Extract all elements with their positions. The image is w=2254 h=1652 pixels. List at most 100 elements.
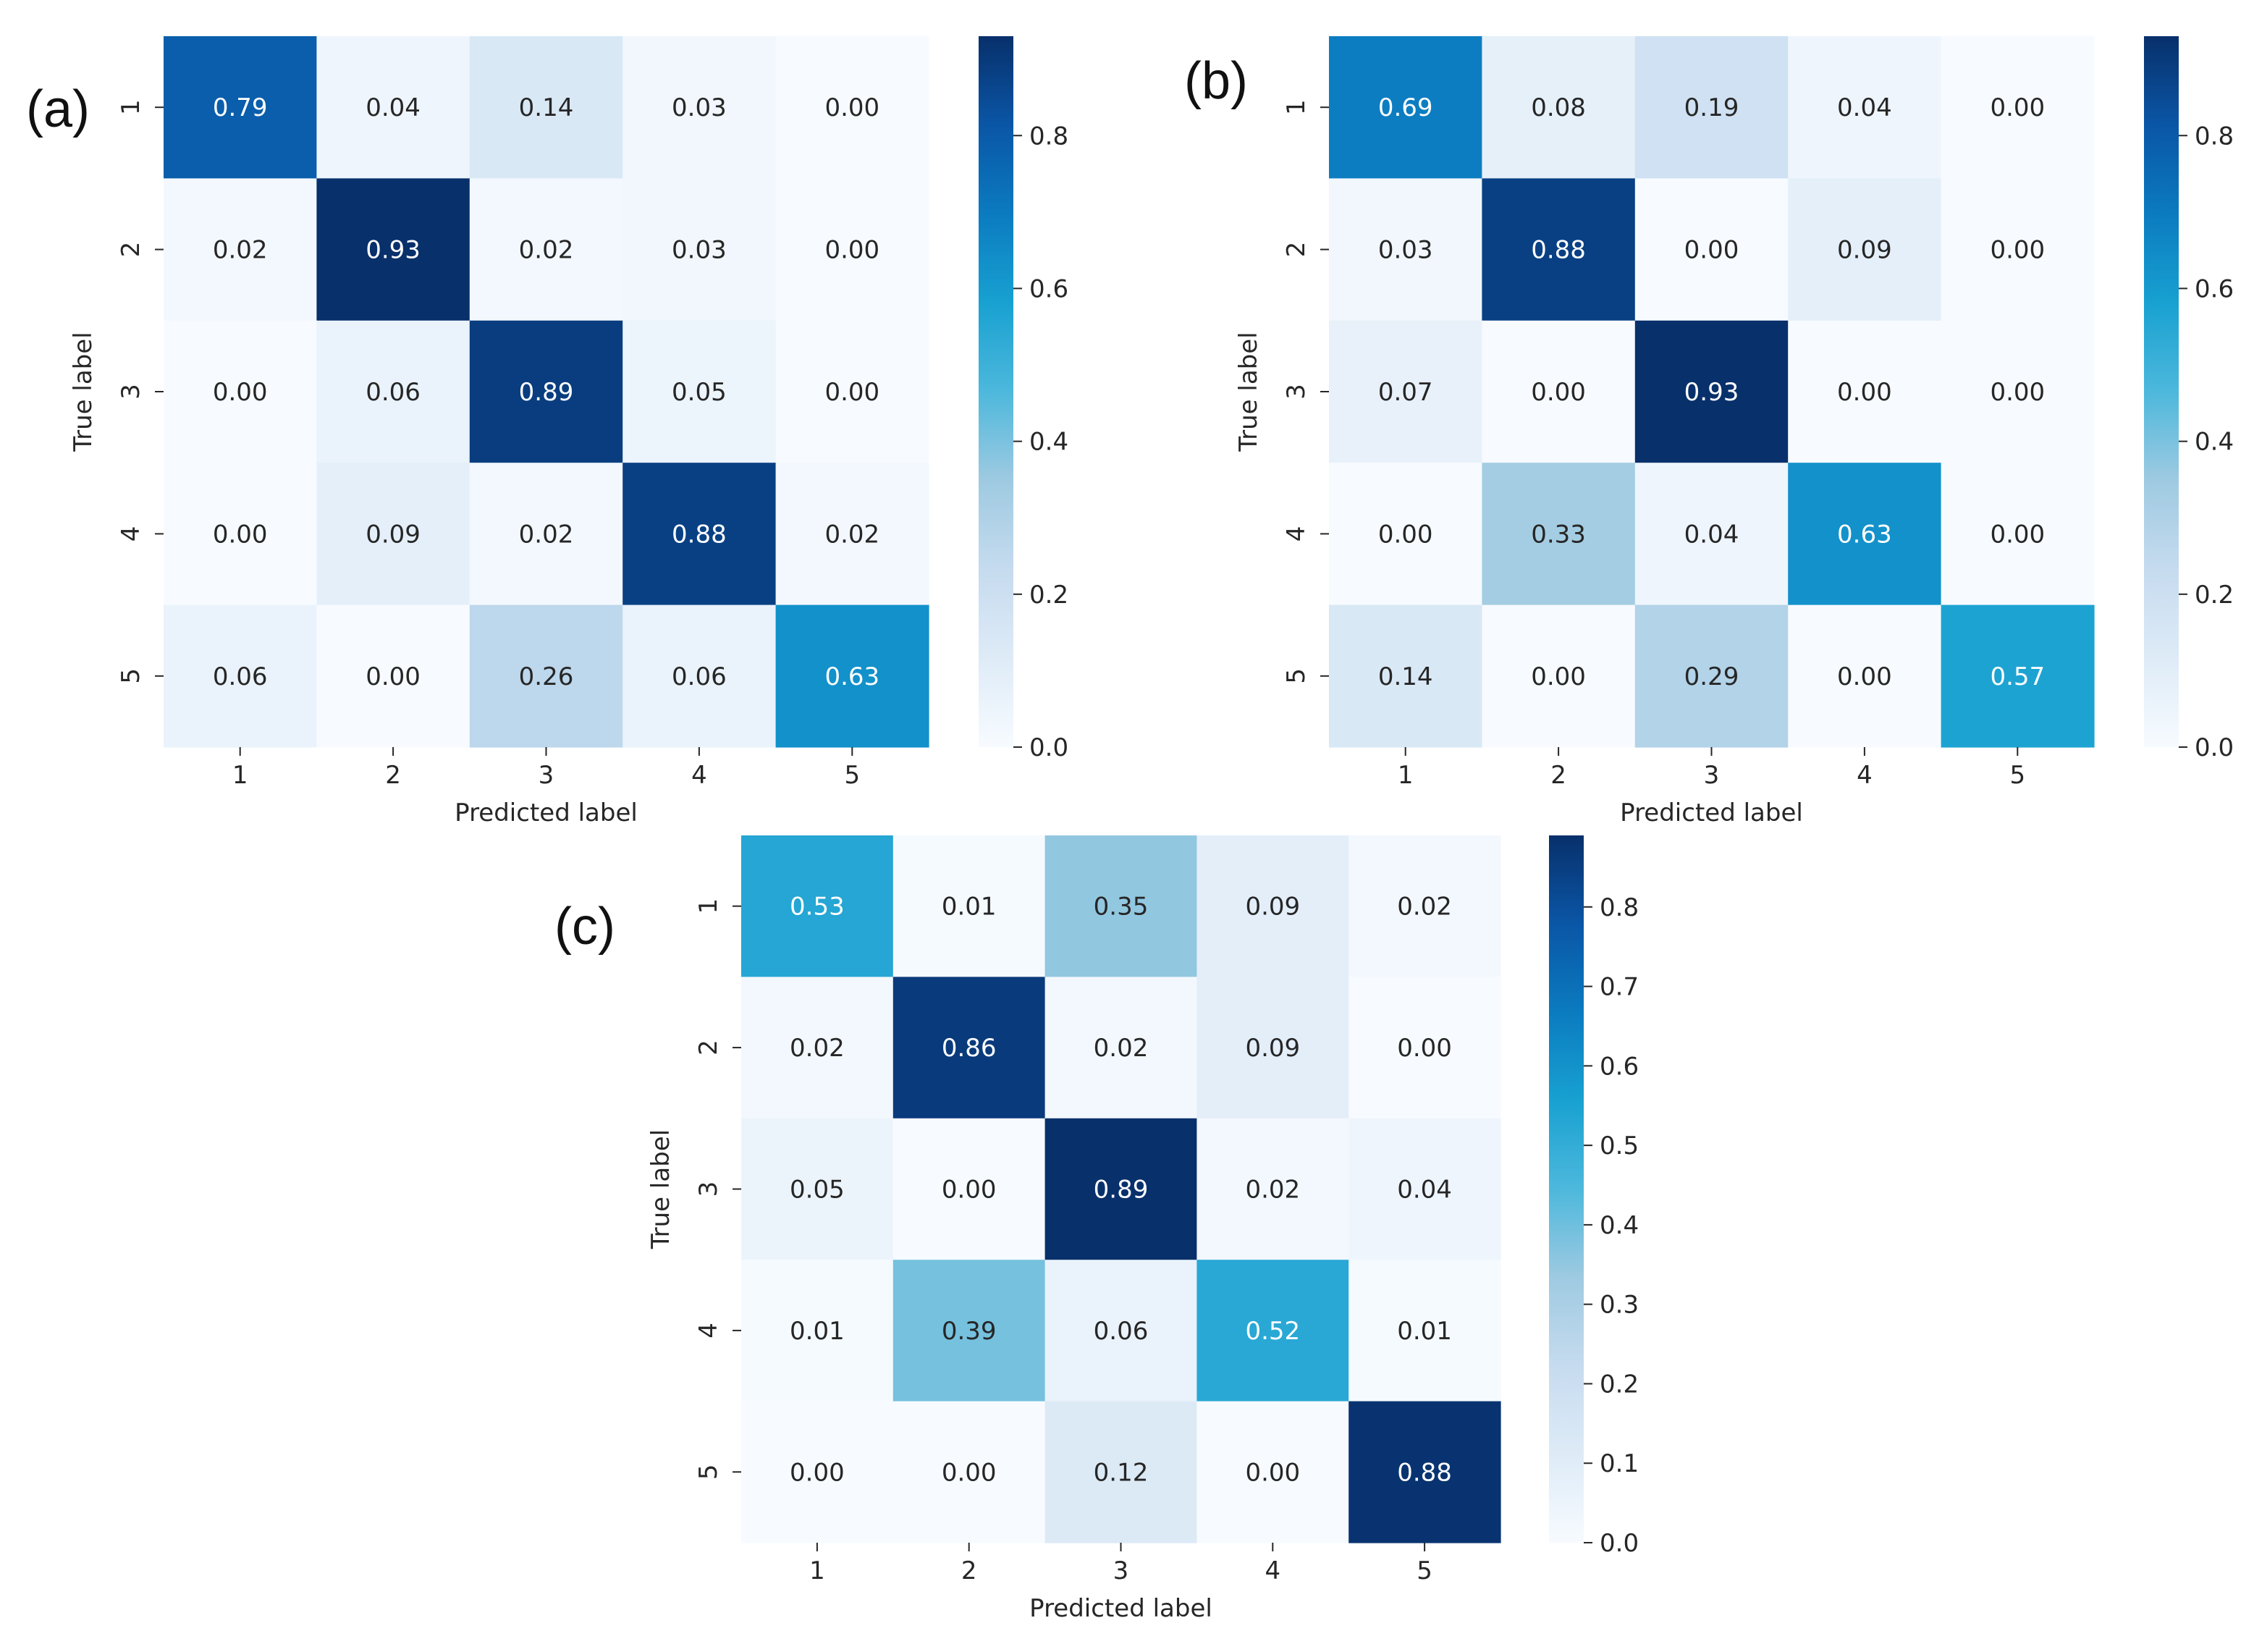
cell-value-label: 0.02 (213, 236, 268, 265)
cell-value-label: 0.63 (824, 662, 879, 691)
colorbar-tick-label: 0.6 (1029, 274, 1068, 303)
heatmap-cell (892, 835, 1046, 977)
y-tick-label: 1 (117, 99, 145, 115)
heatmap-cell (1196, 1118, 1349, 1260)
cell-value-label: 0.05 (790, 1176, 845, 1205)
colorbar (979, 36, 1013, 747)
heatmap-cell (1196, 977, 1349, 1119)
cell-value-label: 0.02 (519, 236, 574, 265)
heatmap-cell (892, 1118, 1046, 1260)
x-tick-label: 4 (1857, 761, 1873, 790)
heatmap-cell (892, 1260, 1046, 1402)
x-tick-label: 3 (1704, 761, 1720, 790)
heatmap-cell (1634, 604, 1789, 748)
colorbar-tick-label: 0.7 (1600, 973, 1639, 1002)
y-tick-label: 4 (694, 1323, 723, 1339)
y-tick-label: 2 (117, 242, 145, 258)
cell-value-label: 0.02 (790, 1034, 845, 1063)
heatmap-cell (622, 36, 777, 179)
x-axis-title: Predicted label (455, 798, 638, 827)
cell-value-label: 0.04 (1684, 520, 1739, 549)
cell-value-label: 0.09 (1245, 893, 1300, 922)
cell-value-label: 0.00 (1245, 1458, 1300, 1487)
cell-value-label: 0.26 (519, 662, 574, 691)
heatmap-cell (316, 178, 470, 321)
cell-value-label: 0.01 (942, 893, 997, 922)
colorbar-tick-label: 0.2 (1600, 1370, 1639, 1399)
cell-value-label: 0.00 (1837, 378, 1892, 407)
x-tick-label: 1 (232, 761, 248, 790)
y-tick-label: 3 (1282, 384, 1311, 400)
heatmap-cell (316, 36, 470, 179)
x-tick-label: 5 (2009, 761, 2025, 790)
colorbar-tick-label: 0.6 (1600, 1052, 1639, 1081)
heatmap-cell (1196, 835, 1349, 977)
heatmap-cell (469, 178, 623, 321)
heatmap-cell (741, 1260, 894, 1402)
cell-value-label: 0.02 (1397, 893, 1452, 922)
x-axis-title: Predicted label (1620, 798, 1803, 827)
heatmap-panel-2: (b) 0.69 0.08 0.19 0.04 0.000.03 0.88 0.00 0.09 0… (1184, 36, 2234, 827)
cell-value-label: 0.00 (1397, 1034, 1452, 1063)
y-tick-label: 3 (694, 1181, 723, 1197)
y-tick-label: 2 (1282, 242, 1311, 258)
heatmap-cell (741, 977, 894, 1119)
colorbar-tick-label: 0.4 (2195, 428, 2234, 457)
heatmap-cell (1482, 178, 1636, 321)
heatmap-cell (1348, 1401, 1501, 1543)
cell-value-label: 0.39 (942, 1317, 997, 1346)
cell-value-label: 0.88 (1397, 1458, 1452, 1487)
cell-value-label: 0.93 (366, 236, 421, 265)
heatmap-cell (1788, 178, 1942, 321)
heatmap-cell (1634, 178, 1789, 321)
cell-value-label: 0.00 (1990, 93, 2045, 122)
heatmap-cell (1329, 320, 1482, 463)
cell-value-label: 0.57 (1990, 662, 2045, 691)
heatmap-cell (1482, 463, 1636, 606)
heatmap-cell (741, 835, 894, 977)
heatmap-cell (1044, 835, 1197, 977)
cell-value-label: 0.52 (1245, 1317, 1300, 1346)
heatmap-cell (164, 36, 317, 179)
y-tick-label: 3 (117, 384, 145, 400)
heatmap-cell (775, 604, 929, 748)
heatmap-cell (1044, 977, 1197, 1119)
cell-value-label: 0.88 (1531, 236, 1586, 265)
cell-value-label: 0.00 (366, 662, 421, 691)
cell-value-label: 0.00 (1684, 236, 1739, 265)
cell-value-label: 0.00 (1837, 662, 1892, 691)
heatmap-cell (1634, 463, 1789, 606)
cell-value-label: 0.09 (1837, 236, 1892, 265)
colorbar-tick-label: 0.3 (1600, 1291, 1639, 1320)
heatmap-cell (775, 36, 929, 179)
heatmap-cell (1788, 320, 1942, 463)
cell-value-label: 0.00 (790, 1458, 845, 1487)
heatmap-cell (469, 320, 623, 463)
heatmap-cell (1788, 463, 1942, 606)
x-tick-label: 1 (809, 1556, 825, 1585)
cell-value-label: 0.63 (1837, 520, 1892, 549)
heatmap-cell (1941, 463, 2095, 606)
heatmap-cell (1941, 320, 2095, 463)
y-tick-label: 1 (1282, 99, 1311, 115)
heatmap-cell (1348, 977, 1501, 1119)
x-tick-label: 1 (1398, 761, 1414, 790)
heatmap-cell (1329, 604, 1482, 748)
colorbar-tick-label: 0.4 (1029, 428, 1068, 457)
colorbar-tick-label: 0.0 (1600, 1529, 1639, 1558)
heatmap-cell (775, 320, 929, 463)
heatmap-cell (775, 463, 929, 606)
colorbar-tick-label: 0.1 (1600, 1449, 1639, 1478)
heatmap-cell (1482, 604, 1636, 748)
cell-value-label: 0.00 (1531, 378, 1586, 407)
cell-value-label: 0.00 (824, 93, 879, 122)
heatmap-cell (1196, 1401, 1349, 1543)
heatmap-cell (741, 1401, 894, 1543)
x-tick-label: 5 (844, 761, 860, 790)
cell-value-label: 0.35 (1094, 893, 1149, 922)
heatmap-cell (892, 977, 1046, 1119)
cell-value-label: 0.33 (1531, 520, 1586, 549)
heatmap-cell (1482, 320, 1636, 463)
cell-value-label: 0.03 (1378, 236, 1433, 265)
